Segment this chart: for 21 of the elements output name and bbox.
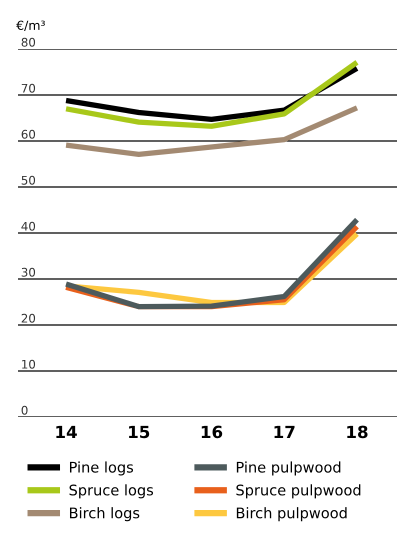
y-tick-label: 0 <box>22 406 28 415</box>
y-tick-label: 80 <box>22 38 36 47</box>
legend-label: Birch logs <box>70 507 140 522</box>
legend-label: Pine pulpwood <box>236 461 340 476</box>
y-tick-label: 70 <box>22 84 36 93</box>
x-tick-label: 18 <box>347 426 368 438</box>
y-axis-title: €/m³ <box>16 20 45 31</box>
x-tick-label: 16 <box>202 426 222 438</box>
x-tick-label: 14 <box>56 426 77 438</box>
legend-label: Spruce logs <box>70 484 154 498</box>
legend-label: Birch pulpwood <box>236 507 347 522</box>
y-tick-label: 20 <box>22 314 36 323</box>
y-tick-label: 60 <box>22 130 36 139</box>
x-tick-label: 17 <box>274 426 295 438</box>
legend-label: Spruce pulpwood <box>236 484 360 498</box>
y-tick-label: 10 <box>22 360 36 369</box>
y-tick-label: 40 <box>21 222 36 231</box>
y-tick-label: 30 <box>22 268 36 277</box>
legend-label: Pine logs <box>70 461 134 476</box>
x-tick-label: 15 <box>129 426 150 438</box>
y-tick-label: 50 <box>22 176 36 185</box>
